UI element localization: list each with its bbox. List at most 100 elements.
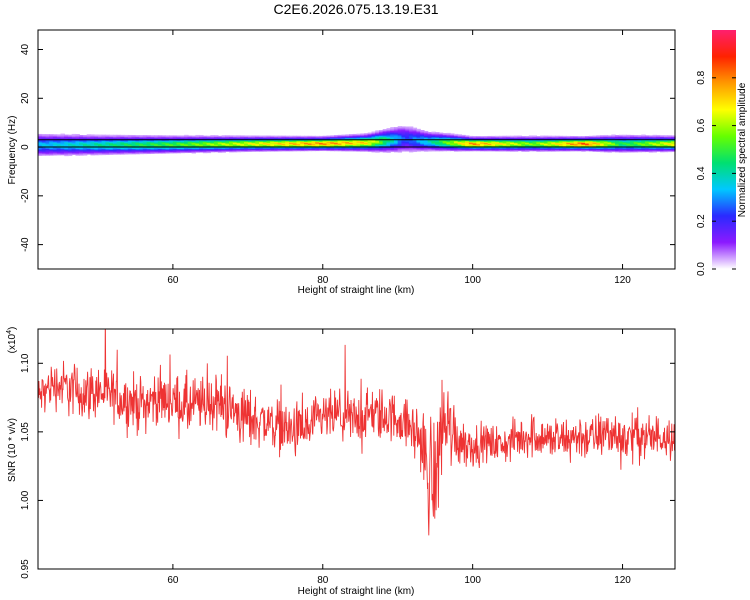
- heatmap-cell: [525, 141, 530, 143]
- heatmap-cell: [457, 147, 463, 149]
- heatmap-cell: [356, 143, 361, 145]
- heatmap-cell: [667, 150, 672, 152]
- heatmap-cell: [622, 136, 627, 139]
- heatmap-cell: [157, 135, 163, 137]
- heatmap-cell: [349, 138, 354, 140]
- heatmap-cell: [60, 151, 65, 153]
- heatmap-cell: [405, 148, 410, 151]
- heatmap-cell: [135, 138, 140, 140]
- heatmap-cell: [521, 150, 526, 152]
- heatmap-cell: [633, 137, 639, 140]
- heatmap-cell: [105, 148, 110, 151]
- heatmap-cell: [150, 152, 155, 154]
- heatmap-cell: [360, 150, 365, 152]
- heatmap-cell: [525, 145, 530, 147]
- heatmap-cell: [131, 135, 137, 138]
- heatmap-cell: [423, 141, 429, 144]
- heatmap-cell: [540, 142, 545, 145]
- heatmap-cell: [199, 148, 204, 150]
- heatmap-cell: [236, 142, 241, 144]
- heatmap-cell: [247, 148, 253, 151]
- heatmap-cell: [142, 142, 148, 145]
- snr-multiplier-label: (x104): [6, 327, 18, 354]
- heatmap-cell: [412, 142, 418, 145]
- heatmap-cell: [337, 149, 343, 151]
- heatmap-cell: [105, 153, 110, 156]
- heatmap-cell: [176, 136, 181, 138]
- heatmap-cell: [528, 148, 534, 151]
- heatmap-cell: [528, 148, 534, 150]
- heatmap-cell: [75, 134, 80, 137]
- heatmap-cell: [540, 150, 545, 152]
- heatmap-cell: [262, 135, 268, 137]
- heatmap-cell: [236, 147, 241, 149]
- heatmap-cell: [262, 149, 268, 151]
- heatmap-cell: [135, 149, 140, 152]
- heatmap-cell: [438, 132, 444, 134]
- heatmap-cell: [378, 144, 384, 146]
- heatmap-cell: [251, 145, 256, 147]
- heatmap-cell: [206, 144, 211, 146]
- heatmap-cell: [82, 136, 88, 139]
- heatmap-cell: [217, 136, 223, 138]
- heatmap-cell: [435, 144, 440, 146]
- heatmap-cell: [611, 134, 616, 136]
- heatmap-cell: [521, 139, 526, 141]
- heatmap-cell: [191, 148, 196, 150]
- heatmap-cell: [165, 147, 170, 150]
- heatmap-cell: [176, 135, 181, 137]
- heatmap-cell: [547, 135, 552, 137]
- heatmap-cell: [112, 152, 118, 155]
- heatmap-cell: [420, 138, 425, 141]
- heatmap-cell: [660, 141, 665, 143]
- heatmap-cell: [427, 142, 433, 145]
- heatmap-cell: [161, 138, 166, 140]
- heatmap-cell: [236, 150, 241, 152]
- heatmap-cell: [442, 147, 448, 150]
- heatmap-cell: [97, 150, 103, 152]
- heatmap-cell: [229, 136, 234, 138]
- heatmap-cell: [648, 140, 654, 142]
- heatmap-cell: [611, 137, 616, 139]
- heatmap-cell: [157, 136, 163, 138]
- heatmap-cell: [191, 141, 196, 144]
- heatmap-cell: [232, 144, 238, 146]
- heatmap-cell: [397, 133, 403, 135]
- heatmap-cell: [127, 149, 133, 151]
- heatmap-cell: [244, 147, 249, 149]
- heatmap-cell: [206, 136, 211, 138]
- heatmap-cell: [341, 140, 346, 142]
- heatmap-cell: [127, 141, 133, 143]
- heatmap-cell: [652, 136, 657, 138]
- heatmap-cell: [150, 150, 155, 152]
- heatmap-cell: [199, 138, 204, 140]
- heatmap-cell: [438, 140, 444, 143]
- heatmap-cell: [176, 150, 181, 152]
- heatmap-cell: [116, 148, 122, 150]
- heatmap-cell: [75, 138, 80, 140]
- heatmap-cell: [360, 141, 365, 143]
- heatmap-cell: [341, 149, 346, 151]
- heatmap-cell: [101, 136, 107, 138]
- heatmap-cell: [431, 131, 436, 134]
- heatmap-cell: [49, 147, 54, 150]
- heatmap-cell: [187, 143, 193, 146]
- heatmap-cell: [667, 137, 672, 139]
- spectrogram-x-ticks: 60 80 100 120: [167, 30, 631, 286]
- heatmap-cell: [390, 131, 395, 133]
- spectrogram-y-axis-label: Frequency (Hz): [7, 116, 18, 185]
- heatmap-cell: [667, 148, 672, 150]
- heatmap-cell: [390, 144, 395, 146]
- heatmap-cell: [195, 148, 200, 150]
- heatmap-cell: [49, 134, 54, 136]
- heatmap-cell: [671, 148, 676, 150]
- heatmap-cell: [139, 148, 144, 150]
- heatmap-cell: [453, 137, 459, 139]
- heatmap-cell: [150, 148, 155, 151]
- heatmap-cell: [109, 139, 114, 142]
- heatmap-cell: [169, 151, 174, 153]
- heatmap-cell: [232, 150, 238, 152]
- heatmap-cell: [64, 150, 69, 153]
- heatmap-cell: [135, 137, 140, 139]
- heatmap-cell: [259, 148, 264, 150]
